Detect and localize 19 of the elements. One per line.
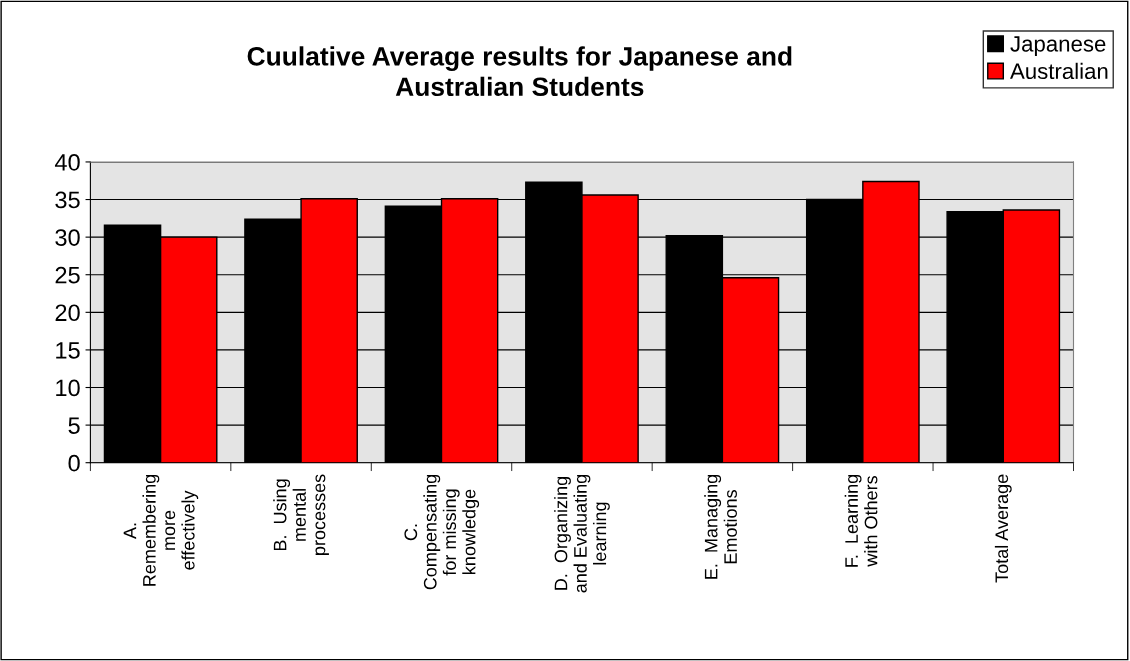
x-tick-label: B. Using mental processes (273, 474, 329, 555)
legend-label: Australian (1010, 62, 1108, 80)
chart-title: Cuulative Average results for Japanese and Australian Students (247, 46, 792, 97)
x-tick-label: D. Organizing and Evaluating learning (554, 474, 610, 593)
y-tick-label: 20 (55, 304, 80, 322)
x-tick-label: A. Remembering more effectively (123, 474, 199, 586)
y-tick-label: 15 (56, 342, 80, 359)
y-tick-label: 25 (55, 266, 80, 284)
y-tick-label: 0 (68, 454, 80, 472)
x-tick-label: C. Compensating for missing knowledge (404, 474, 480, 590)
y-tick-label: 40 (54, 154, 80, 171)
y-tick-label: 30 (55, 229, 80, 246)
y-tick-label: 10 (56, 379, 80, 397)
x-tick-label: E. Managing Emotions (704, 474, 737, 579)
x-tick-label: Total Average (994, 474, 1012, 583)
y-tick-label: 5 (68, 417, 80, 434)
y-tick-label: 35 (55, 191, 80, 209)
legend-label: Japanese (1010, 36, 1106, 57)
x-tick-label: F. Learning with Others (844, 474, 878, 567)
